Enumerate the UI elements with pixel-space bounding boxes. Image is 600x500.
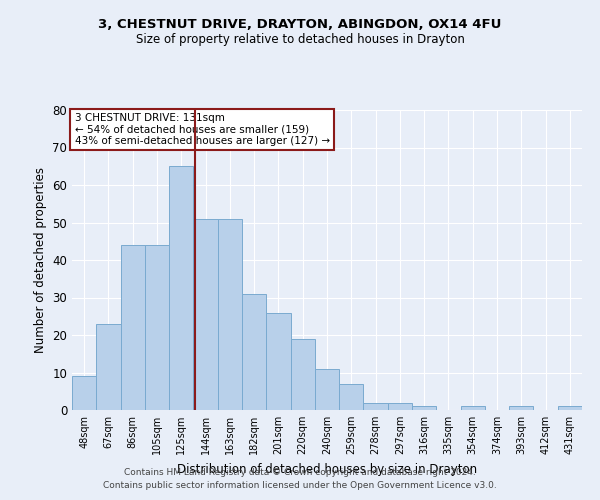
Text: 3, CHESTNUT DRIVE, DRAYTON, ABINGDON, OX14 4FU: 3, CHESTNUT DRIVE, DRAYTON, ABINGDON, OX… <box>98 18 502 30</box>
Y-axis label: Number of detached properties: Number of detached properties <box>34 167 47 353</box>
Text: Size of property relative to detached houses in Drayton: Size of property relative to detached ho… <box>136 32 464 46</box>
Bar <box>169 166 193 410</box>
X-axis label: Distribution of detached houses by size in Drayton: Distribution of detached houses by size … <box>177 462 477 475</box>
Text: Contains HM Land Registry data © Crown copyright and database right 2024.: Contains HM Land Registry data © Crown c… <box>124 468 476 477</box>
Bar <box>339 384 364 410</box>
Bar <box>509 406 533 410</box>
Bar <box>364 402 388 410</box>
Bar <box>388 402 412 410</box>
Bar <box>290 339 315 410</box>
Bar <box>72 376 96 410</box>
Text: Contains public sector information licensed under the Open Government Licence v3: Contains public sector information licen… <box>103 480 497 490</box>
Text: 3 CHESTNUT DRIVE: 131sqm
← 54% of detached houses are smaller (159)
43% of semi-: 3 CHESTNUT DRIVE: 131sqm ← 54% of detach… <box>74 113 329 146</box>
Bar <box>121 245 145 410</box>
Bar <box>412 406 436 410</box>
Bar <box>266 312 290 410</box>
Bar <box>193 219 218 410</box>
Bar <box>558 406 582 410</box>
Bar <box>461 406 485 410</box>
Bar <box>218 219 242 410</box>
Bar <box>96 324 121 410</box>
Bar <box>145 245 169 410</box>
Bar <box>315 369 339 410</box>
Bar <box>242 294 266 410</box>
